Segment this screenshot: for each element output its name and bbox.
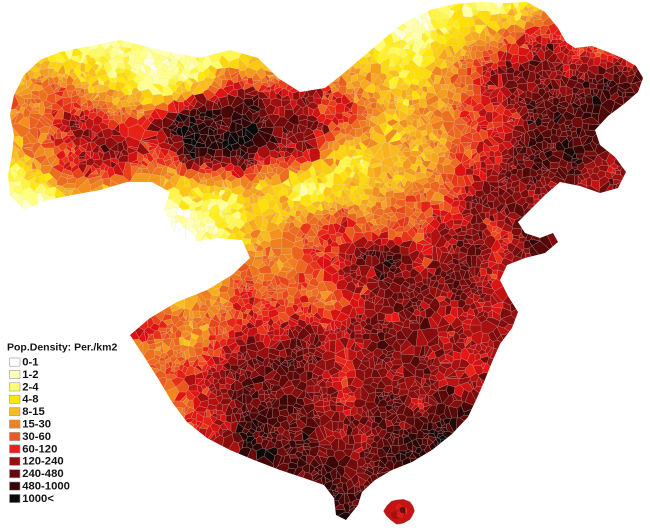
svg-text:240-480: 240-480	[22, 468, 63, 480]
svg-text:15-30: 15-30	[22, 419, 51, 431]
svg-text:480-1000: 480-1000	[22, 481, 70, 493]
svg-text:4-8: 4-8	[22, 394, 38, 406]
svg-text:1-2: 1-2	[22, 369, 38, 381]
svg-text:1000<: 1000<	[22, 493, 54, 505]
svg-text:0-1: 0-1	[22, 357, 38, 369]
svg-text:2-4: 2-4	[22, 381, 39, 393]
svg-text:8-15: 8-15	[22, 406, 45, 418]
svg-text:60-120: 60-120	[22, 443, 57, 455]
svg-text:Pop.Density: Per./km2: Pop.Density: Per./km2	[7, 342, 117, 354]
svg-text:30-60: 30-60	[22, 431, 51, 443]
svg-text:120-240: 120-240	[22, 456, 63, 468]
